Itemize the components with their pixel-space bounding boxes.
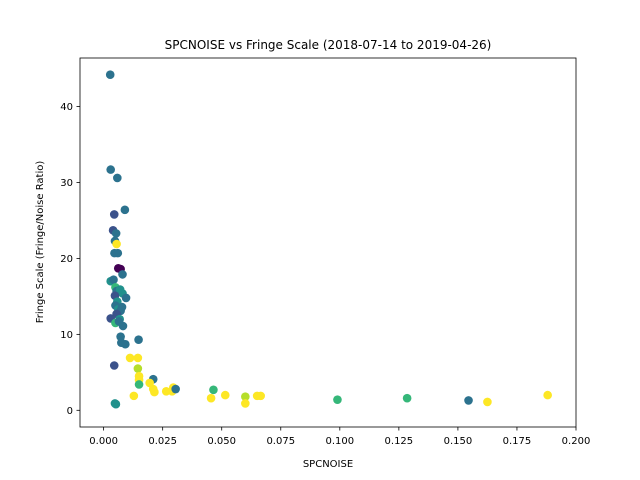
data-point bbox=[109, 275, 118, 285]
y-tick-label: 30 bbox=[60, 178, 73, 189]
data-point bbox=[134, 380, 144, 389]
data-point bbox=[133, 364, 143, 373]
data-point bbox=[150, 387, 159, 397]
x-axis-label: SPCNOISE bbox=[303, 459, 353, 470]
y-tick-label: 40 bbox=[60, 102, 73, 113]
x-tick-label: 0.150 bbox=[444, 436, 473, 447]
data-point bbox=[464, 396, 473, 405]
data-point bbox=[121, 339, 130, 349]
data-point bbox=[543, 390, 552, 400]
data-point bbox=[206, 393, 216, 403]
data-point bbox=[109, 361, 119, 370]
data-point bbox=[483, 397, 492, 407]
plot-area-frame bbox=[79, 57, 577, 428]
x-tick-label: 0.100 bbox=[325, 436, 354, 447]
data-point bbox=[220, 390, 230, 400]
y-axis-label: Fringe Scale (Fringe/Noise Ratio) bbox=[35, 161, 46, 324]
data-point bbox=[256, 391, 265, 401]
data-point bbox=[113, 173, 122, 183]
x-axis: 0.000 0.025 0.050 0.075 0.100 0.125 0.150 0.175… bbox=[89, 427, 590, 447]
data-point bbox=[125, 353, 135, 363]
y-tick-label: 10 bbox=[60, 330, 73, 341]
data-point bbox=[241, 392, 250, 401]
data-point bbox=[333, 395, 342, 404]
data-point bbox=[109, 210, 119, 219]
data-point bbox=[112, 239, 121, 249]
x-tick-label: 0.025 bbox=[148, 436, 177, 447]
x-tick-label: 0.075 bbox=[266, 436, 295, 447]
data-point bbox=[133, 353, 143, 363]
y-tick-label: 20 bbox=[60, 254, 73, 265]
data-point bbox=[171, 384, 180, 394]
x-tick-label: 0.175 bbox=[503, 436, 532, 447]
data-point bbox=[120, 205, 130, 215]
data-point bbox=[402, 393, 412, 403]
data-point bbox=[113, 248, 123, 258]
data-point bbox=[105, 70, 115, 79]
y-axis: 0 10 20 30 40 bbox=[60, 102, 80, 417]
data-point bbox=[241, 399, 250, 408]
chart-title: SPCNOISE vs Fringe Scale (2018-07-14 to … bbox=[165, 38, 492, 52]
x-tick-label: 0.000 bbox=[89, 436, 118, 447]
data-point bbox=[121, 293, 131, 303]
y-tick-label: 0 bbox=[67, 406, 73, 417]
data-point bbox=[129, 391, 139, 401]
x-tick-label: 0.200 bbox=[562, 436, 591, 447]
x-tick-label: 0.125 bbox=[385, 436, 414, 447]
data-point bbox=[111, 229, 121, 238]
points-layer bbox=[105, 70, 552, 409]
data-point bbox=[106, 165, 115, 174]
data-point bbox=[134, 335, 143, 344]
data-point bbox=[161, 387, 171, 396]
x-tick-label: 0.050 bbox=[207, 436, 236, 447]
data-point bbox=[118, 321, 128, 331]
data-point bbox=[209, 385, 218, 395]
data-point bbox=[111, 399, 121, 409]
data-point bbox=[118, 270, 127, 279]
data-point bbox=[117, 302, 127, 312]
